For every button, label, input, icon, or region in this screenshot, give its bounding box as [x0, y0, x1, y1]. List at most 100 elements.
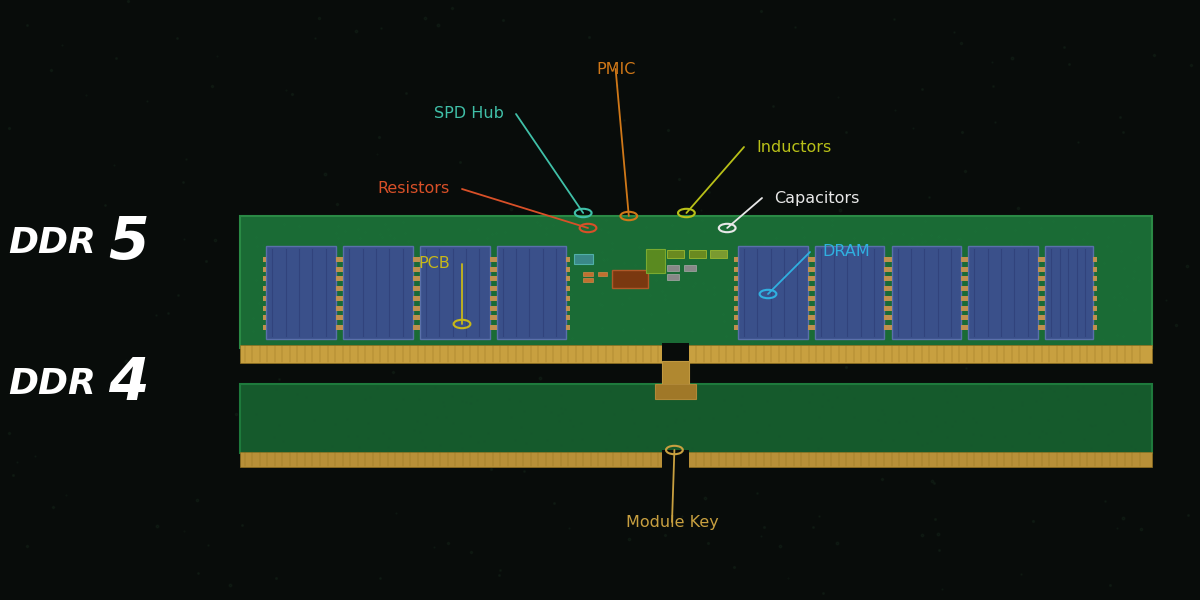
Bar [808, 316, 811, 320]
Text: DRAM: DRAM [822, 245, 870, 259]
Bar [336, 277, 340, 281]
Bar [884, 296, 888, 301]
Bar [490, 316, 493, 320]
Bar [583, 272, 593, 276]
Bar [811, 316, 815, 320]
Bar [413, 305, 416, 311]
Bar [1038, 305, 1042, 311]
Bar [888, 316, 892, 320]
Bar [266, 246, 336, 339]
Bar [263, 266, 266, 271]
Bar [1093, 325, 1097, 330]
Bar [655, 384, 696, 399]
Bar [490, 325, 493, 330]
Bar [493, 316, 497, 320]
Text: Capacitors: Capacitors [774, 191, 859, 205]
Bar [1042, 316, 1045, 320]
Bar [734, 266, 738, 271]
Bar [336, 286, 340, 291]
Text: 5: 5 [108, 214, 149, 271]
Bar [493, 305, 497, 311]
Bar [336, 305, 340, 311]
Bar [646, 249, 665, 273]
Bar [1042, 277, 1045, 281]
Bar [416, 305, 420, 311]
Bar [263, 296, 266, 301]
Bar [734, 286, 738, 291]
Bar [493, 325, 497, 330]
Bar [888, 286, 892, 291]
Bar [263, 257, 266, 262]
Bar [884, 286, 888, 291]
Bar [808, 266, 811, 271]
Bar [961, 305, 965, 311]
Bar [493, 296, 497, 301]
Bar [263, 325, 266, 330]
Bar [490, 266, 493, 271]
Bar [968, 246, 1038, 339]
Bar [811, 286, 815, 291]
Bar [263, 305, 266, 311]
Bar [493, 286, 497, 291]
Bar [738, 246, 808, 339]
Bar [1038, 277, 1042, 281]
Bar [734, 257, 738, 262]
Bar [490, 286, 493, 291]
Bar [884, 266, 888, 271]
Bar [808, 277, 811, 281]
Bar [413, 325, 416, 330]
Bar [1042, 266, 1045, 271]
Bar [888, 305, 892, 311]
Bar [811, 277, 815, 281]
Bar [965, 277, 968, 281]
Bar [888, 325, 892, 330]
Bar [811, 296, 815, 301]
Bar [965, 296, 968, 301]
Bar [684, 265, 696, 271]
Bar [490, 257, 493, 262]
Bar [1042, 286, 1045, 291]
Bar [1045, 246, 1093, 339]
Bar [493, 257, 497, 262]
Bar [662, 361, 689, 385]
Text: PMIC: PMIC [596, 61, 635, 76]
Bar [961, 266, 965, 271]
Bar [413, 277, 416, 281]
Bar [413, 266, 416, 271]
Bar [965, 325, 968, 330]
Bar [961, 257, 965, 262]
Bar [734, 305, 738, 311]
Bar [667, 250, 684, 258]
Bar [961, 277, 965, 281]
Bar [493, 266, 497, 271]
Bar [583, 278, 593, 282]
Bar [808, 286, 811, 291]
Bar [892, 246, 961, 339]
Bar [815, 246, 884, 339]
Bar [566, 296, 570, 301]
Bar [336, 257, 340, 262]
Bar [340, 266, 343, 271]
FancyBboxPatch shape [240, 384, 1152, 453]
Bar [808, 296, 811, 301]
Bar [493, 277, 497, 281]
Bar [734, 325, 738, 330]
Bar [811, 257, 815, 262]
Bar [340, 286, 343, 291]
Bar [888, 266, 892, 271]
Bar [808, 305, 811, 311]
Bar [490, 296, 493, 301]
Bar [884, 325, 888, 330]
FancyBboxPatch shape [240, 216, 1152, 348]
Bar [336, 296, 340, 301]
Bar [1042, 296, 1045, 301]
Bar [965, 305, 968, 311]
Bar [566, 266, 570, 271]
Bar [1038, 286, 1042, 291]
Bar [1042, 257, 1045, 262]
Bar [1038, 296, 1042, 301]
Bar [413, 316, 416, 320]
Bar [574, 254, 593, 264]
Bar [667, 274, 679, 280]
Bar [416, 325, 420, 330]
